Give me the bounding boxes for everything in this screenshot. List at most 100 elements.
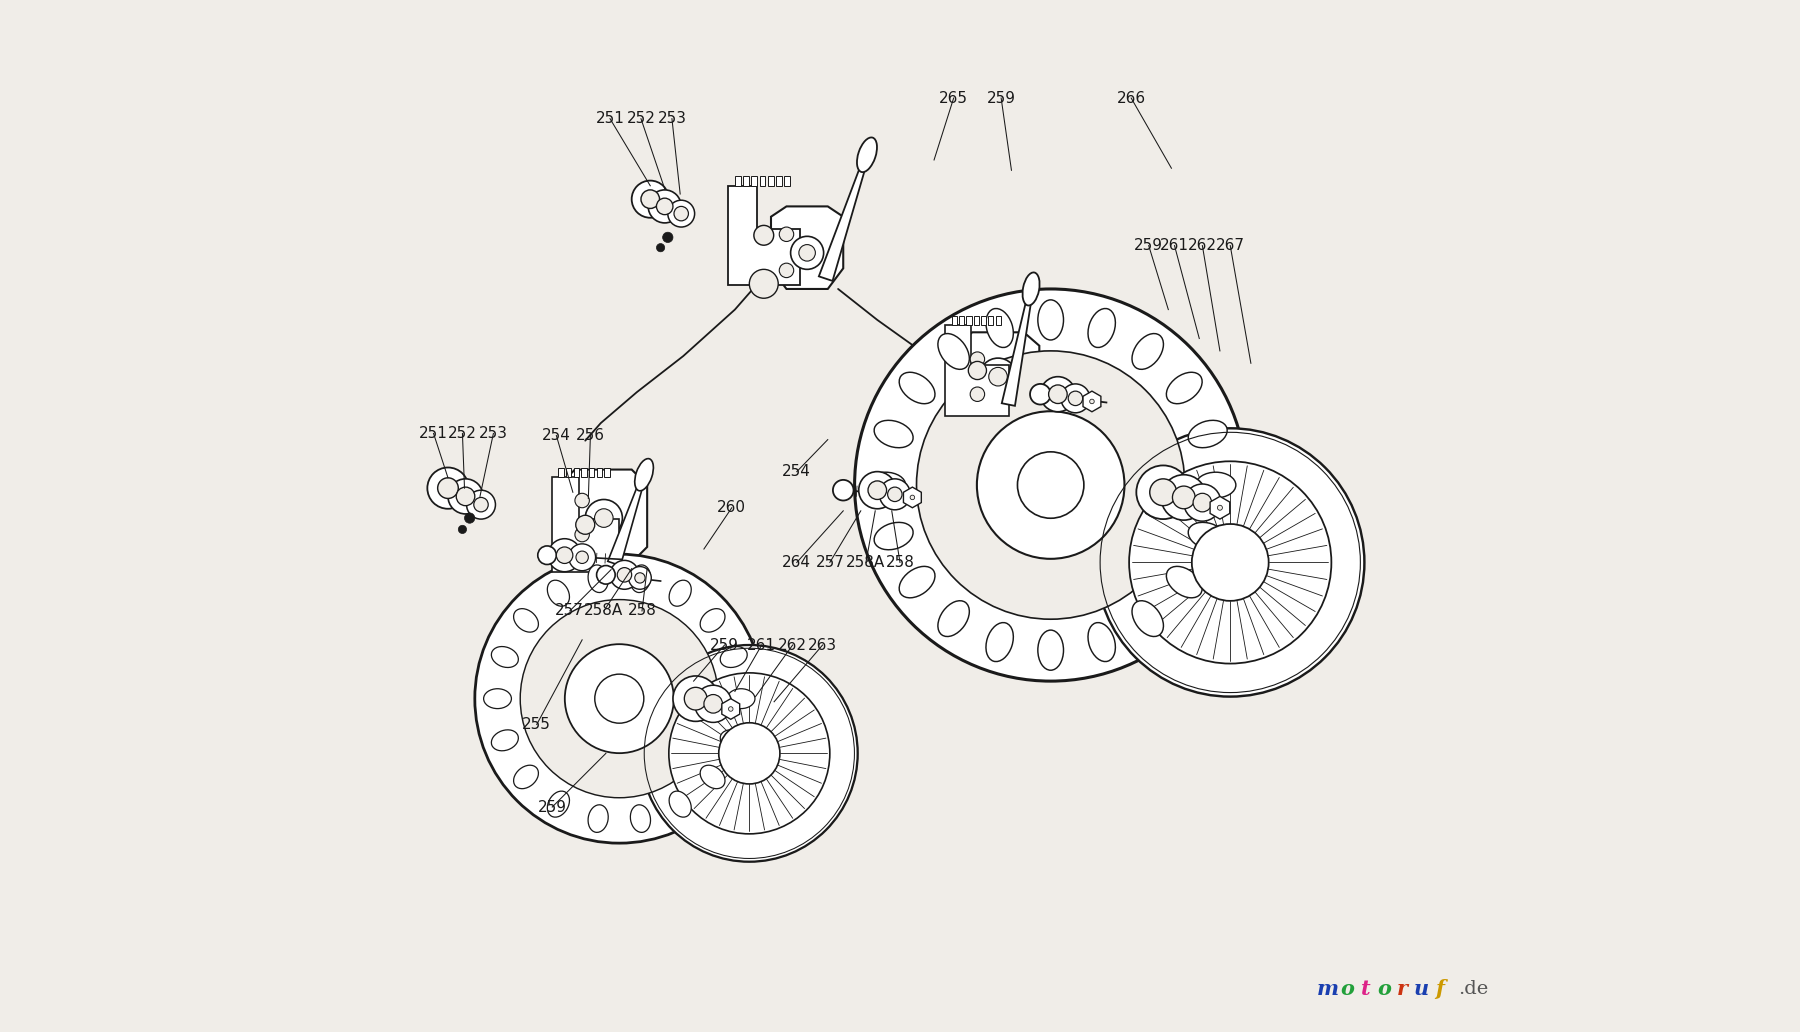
Ellipse shape [491, 646, 518, 668]
Circle shape [648, 190, 680, 223]
Circle shape [427, 467, 468, 509]
Circle shape [1193, 493, 1211, 512]
Text: 251: 251 [596, 111, 625, 126]
Bar [558, 467, 563, 477]
Circle shape [475, 554, 763, 843]
Circle shape [1192, 524, 1269, 601]
Circle shape [1087, 396, 1098, 407]
Bar [959, 316, 965, 325]
Text: 265: 265 [940, 91, 968, 105]
Ellipse shape [727, 688, 754, 709]
Circle shape [1089, 399, 1094, 404]
Circle shape [574, 527, 589, 542]
Circle shape [464, 513, 475, 523]
Circle shape [574, 493, 589, 508]
Circle shape [569, 544, 596, 571]
Polygon shape [945, 325, 1010, 416]
Circle shape [916, 351, 1184, 619]
Circle shape [662, 232, 673, 243]
Ellipse shape [875, 522, 913, 550]
Text: 258A: 258A [846, 555, 886, 570]
Text: o: o [1339, 978, 1354, 999]
Ellipse shape [700, 765, 725, 788]
Text: 259: 259 [986, 91, 1015, 105]
Circle shape [1150, 479, 1177, 506]
Bar [967, 316, 972, 325]
Circle shape [538, 546, 556, 565]
Circle shape [670, 673, 830, 834]
Circle shape [1217, 506, 1222, 510]
Ellipse shape [513, 765, 538, 788]
Circle shape [448, 479, 482, 514]
Ellipse shape [866, 473, 905, 497]
Text: t: t [1361, 978, 1370, 999]
Text: 267: 267 [1215, 238, 1246, 253]
Ellipse shape [491, 730, 518, 751]
Circle shape [473, 497, 488, 512]
Circle shape [779, 263, 794, 278]
Ellipse shape [986, 622, 1013, 662]
Circle shape [1067, 391, 1082, 406]
Ellipse shape [1022, 272, 1040, 305]
Ellipse shape [589, 805, 608, 833]
Ellipse shape [1166, 373, 1202, 404]
Ellipse shape [547, 580, 569, 606]
Ellipse shape [900, 373, 934, 404]
Circle shape [556, 547, 572, 563]
Text: r: r [1397, 978, 1408, 999]
Circle shape [970, 352, 985, 366]
Ellipse shape [1039, 631, 1064, 670]
Circle shape [704, 695, 722, 713]
Bar [981, 316, 986, 325]
Polygon shape [819, 154, 869, 281]
Ellipse shape [720, 646, 747, 668]
Ellipse shape [670, 792, 691, 817]
Text: 258: 258 [628, 604, 657, 618]
Circle shape [585, 499, 623, 537]
Ellipse shape [1132, 333, 1163, 369]
Ellipse shape [857, 137, 877, 172]
Text: 266: 266 [1116, 91, 1147, 105]
Polygon shape [722, 699, 740, 719]
Circle shape [596, 566, 616, 584]
Ellipse shape [986, 309, 1013, 348]
Bar [952, 316, 958, 325]
Text: 256: 256 [576, 428, 605, 443]
Circle shape [628, 567, 652, 589]
Text: 252: 252 [626, 111, 655, 126]
Text: 262: 262 [1188, 238, 1217, 253]
Text: u: u [1413, 978, 1429, 999]
Circle shape [668, 200, 695, 227]
Bar [760, 175, 765, 186]
Circle shape [779, 227, 794, 241]
Circle shape [673, 676, 718, 721]
Circle shape [455, 487, 475, 506]
Polygon shape [1084, 391, 1102, 412]
Ellipse shape [1188, 420, 1228, 448]
Circle shape [1172, 486, 1195, 509]
Bar [605, 467, 610, 477]
Circle shape [1049, 385, 1067, 404]
Circle shape [673, 206, 688, 221]
Circle shape [617, 568, 632, 582]
Ellipse shape [720, 730, 747, 751]
Circle shape [1136, 465, 1190, 519]
Circle shape [437, 478, 459, 498]
Ellipse shape [1188, 522, 1228, 550]
Text: 264: 264 [783, 555, 812, 570]
Text: o: o [1377, 978, 1391, 999]
Ellipse shape [1039, 300, 1064, 340]
Circle shape [880, 479, 911, 510]
Text: 259: 259 [1134, 238, 1163, 253]
Text: 259: 259 [538, 800, 567, 814]
Circle shape [635, 573, 644, 583]
Bar [574, 467, 580, 477]
Circle shape [988, 367, 1008, 386]
Text: f: f [1435, 978, 1444, 999]
Circle shape [911, 495, 914, 499]
Text: m: m [1318, 978, 1339, 999]
Circle shape [979, 358, 1017, 395]
Bar [769, 175, 774, 186]
Ellipse shape [670, 580, 691, 606]
Ellipse shape [589, 565, 608, 592]
